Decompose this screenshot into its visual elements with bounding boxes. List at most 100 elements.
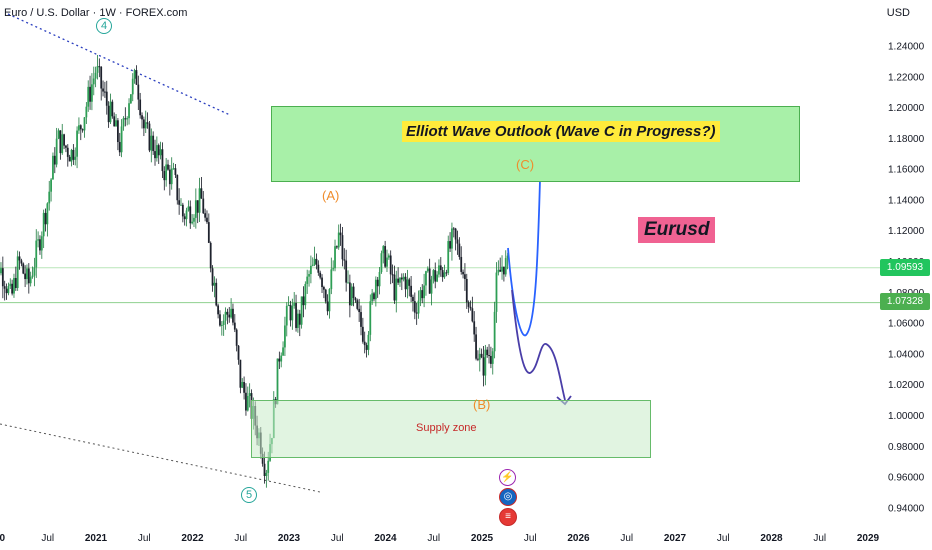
price-tick-label: 1.12000 xyxy=(888,226,925,237)
candle-body xyxy=(126,118,129,120)
candle-body xyxy=(230,308,232,318)
candle-body xyxy=(40,236,43,251)
time-tick-label: Jul xyxy=(138,533,151,544)
candle-body xyxy=(285,305,288,326)
outlook-title: Elliott Wave Outlook (Wave C in Progress… xyxy=(402,121,720,142)
outlook-zone[interactable] xyxy=(271,106,800,182)
candle-body xyxy=(391,274,394,276)
wave-a-label: (A) xyxy=(322,188,340,203)
candle-body xyxy=(207,222,210,243)
candle-body xyxy=(16,256,19,288)
candle-body xyxy=(456,239,459,244)
candle-body xyxy=(0,268,2,274)
time-tick-label: 2028 xyxy=(760,533,783,544)
candle-body xyxy=(206,217,208,223)
candle-body xyxy=(107,105,110,123)
candle-body xyxy=(46,203,49,225)
candle-body xyxy=(148,123,151,151)
candle-body xyxy=(50,179,52,192)
supply-zone-label: Supply zone xyxy=(416,422,477,434)
price-tick-label: 1.06000 xyxy=(888,319,925,330)
candle-body xyxy=(235,329,238,346)
candle-body xyxy=(350,286,353,306)
candle-body xyxy=(155,145,158,159)
candle-body xyxy=(18,256,21,261)
candle-body xyxy=(497,269,500,273)
candle-body xyxy=(365,345,368,350)
candle-body xyxy=(378,272,381,287)
candle-body xyxy=(332,268,335,270)
candle-body xyxy=(315,258,318,265)
candle-body xyxy=(295,303,297,328)
candle-body xyxy=(98,66,101,68)
candle-body xyxy=(150,135,153,151)
candle-body xyxy=(70,149,73,162)
price-tick-label: 1.20000 xyxy=(888,103,925,114)
time-axis[interactable]: 20 Jul 2021 Jul 2022 Jul 2023 Jul 2024 Jul 2025 Jul… xyxy=(0,533,880,544)
candle-body xyxy=(298,313,301,325)
price-tick-label: 1.04000 xyxy=(888,349,925,360)
candle-body xyxy=(410,285,413,297)
candle-body xyxy=(185,210,188,220)
candle-body xyxy=(5,288,8,294)
price-tick-label: 0.98000 xyxy=(888,442,925,453)
lightning-icon[interactable]: ⚡ xyxy=(499,469,516,486)
time-tick-label: Jul xyxy=(234,533,247,544)
candle-body xyxy=(52,155,54,180)
candle-body xyxy=(373,293,375,300)
price-tick-label: 1.24000 xyxy=(888,42,925,53)
candle-body xyxy=(131,78,134,95)
candle-body xyxy=(57,130,60,139)
candle-body xyxy=(33,267,36,276)
candle-body xyxy=(196,200,199,213)
candle-body xyxy=(386,257,388,267)
candle-body xyxy=(24,273,27,280)
candle-body xyxy=(124,118,127,120)
candle-body xyxy=(426,268,429,272)
candle-body xyxy=(14,278,17,288)
candle-body xyxy=(174,168,177,175)
candle-body xyxy=(308,274,310,277)
candle-body xyxy=(137,84,140,100)
currency-label[interactable]: USD xyxy=(886,7,910,19)
candle-body xyxy=(361,326,364,342)
candle-body xyxy=(193,217,195,222)
candle-body xyxy=(180,204,182,206)
globe-icon[interactable]: ◎ xyxy=(499,488,517,506)
candle-body xyxy=(92,78,95,85)
candle-body xyxy=(493,311,496,352)
supply-zone[interactable] xyxy=(251,400,651,458)
candle-body xyxy=(133,70,136,79)
candle-body xyxy=(337,232,340,248)
candle-body xyxy=(473,321,476,335)
candle-body xyxy=(35,240,38,268)
candle-body xyxy=(438,265,440,275)
candle-body xyxy=(397,278,400,283)
candle-body xyxy=(276,358,279,405)
candle-body xyxy=(178,200,181,205)
time-tick-label: 2026 xyxy=(567,533,590,544)
candle-body xyxy=(484,349,487,376)
current-price-badge[interactable]: 1.09593 xyxy=(880,259,930,276)
candle-body xyxy=(477,358,479,360)
time-tick-label: 2025 xyxy=(471,533,494,544)
candle-body xyxy=(367,334,370,350)
candle-body xyxy=(53,155,56,165)
candle-body xyxy=(443,272,446,278)
time-tick-label: 2027 xyxy=(664,533,687,544)
candle-body xyxy=(399,277,401,283)
us-flag-icon[interactable]: ≡ xyxy=(499,508,517,526)
candle-body xyxy=(404,276,407,290)
candle-body xyxy=(347,282,349,284)
trendlines xyxy=(0,13,321,493)
price-tick-label: 1.18000 xyxy=(888,134,925,145)
candle-body xyxy=(168,169,171,185)
time-tick-label: Jul xyxy=(41,533,54,544)
level-price-badge[interactable]: 1.07328 xyxy=(880,293,930,310)
candle-body xyxy=(135,70,138,85)
candle-body xyxy=(280,355,283,362)
price-tick-label: 1.00000 xyxy=(888,411,925,422)
symbol-title[interactable]: Euro / U.S. Dollar · 1W · FOREX.com xyxy=(4,7,188,19)
price-axis[interactable]: 1.24000 1.22000 1.20000 1.18000 1.16000 1.140… xyxy=(888,42,925,515)
